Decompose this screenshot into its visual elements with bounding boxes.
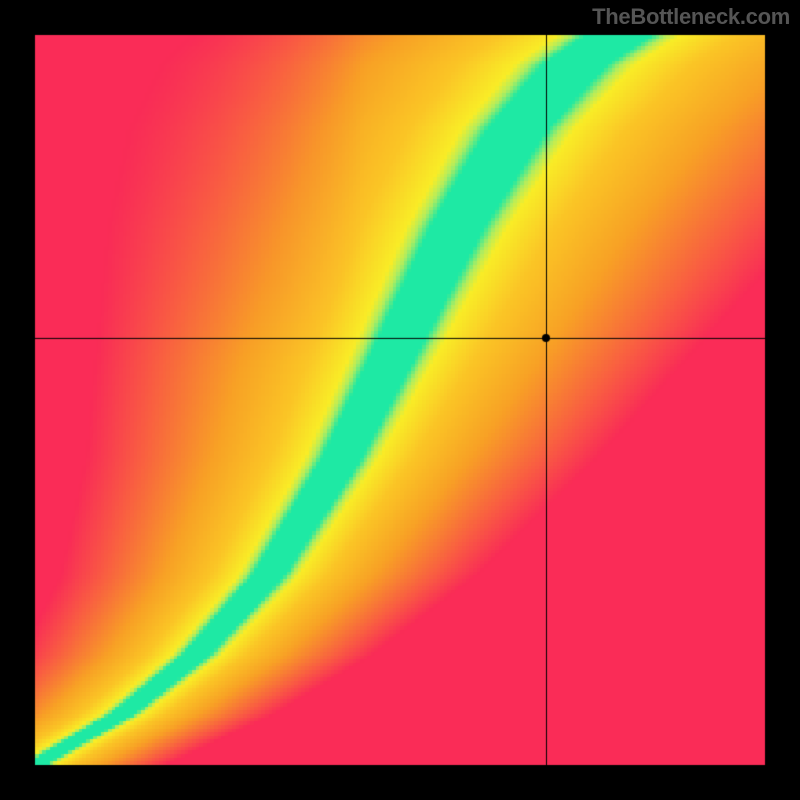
bottleneck-heatmap [0,0,800,800]
watermark-text: TheBottleneck.com [592,4,790,30]
chart-container: TheBottleneck.com [0,0,800,800]
